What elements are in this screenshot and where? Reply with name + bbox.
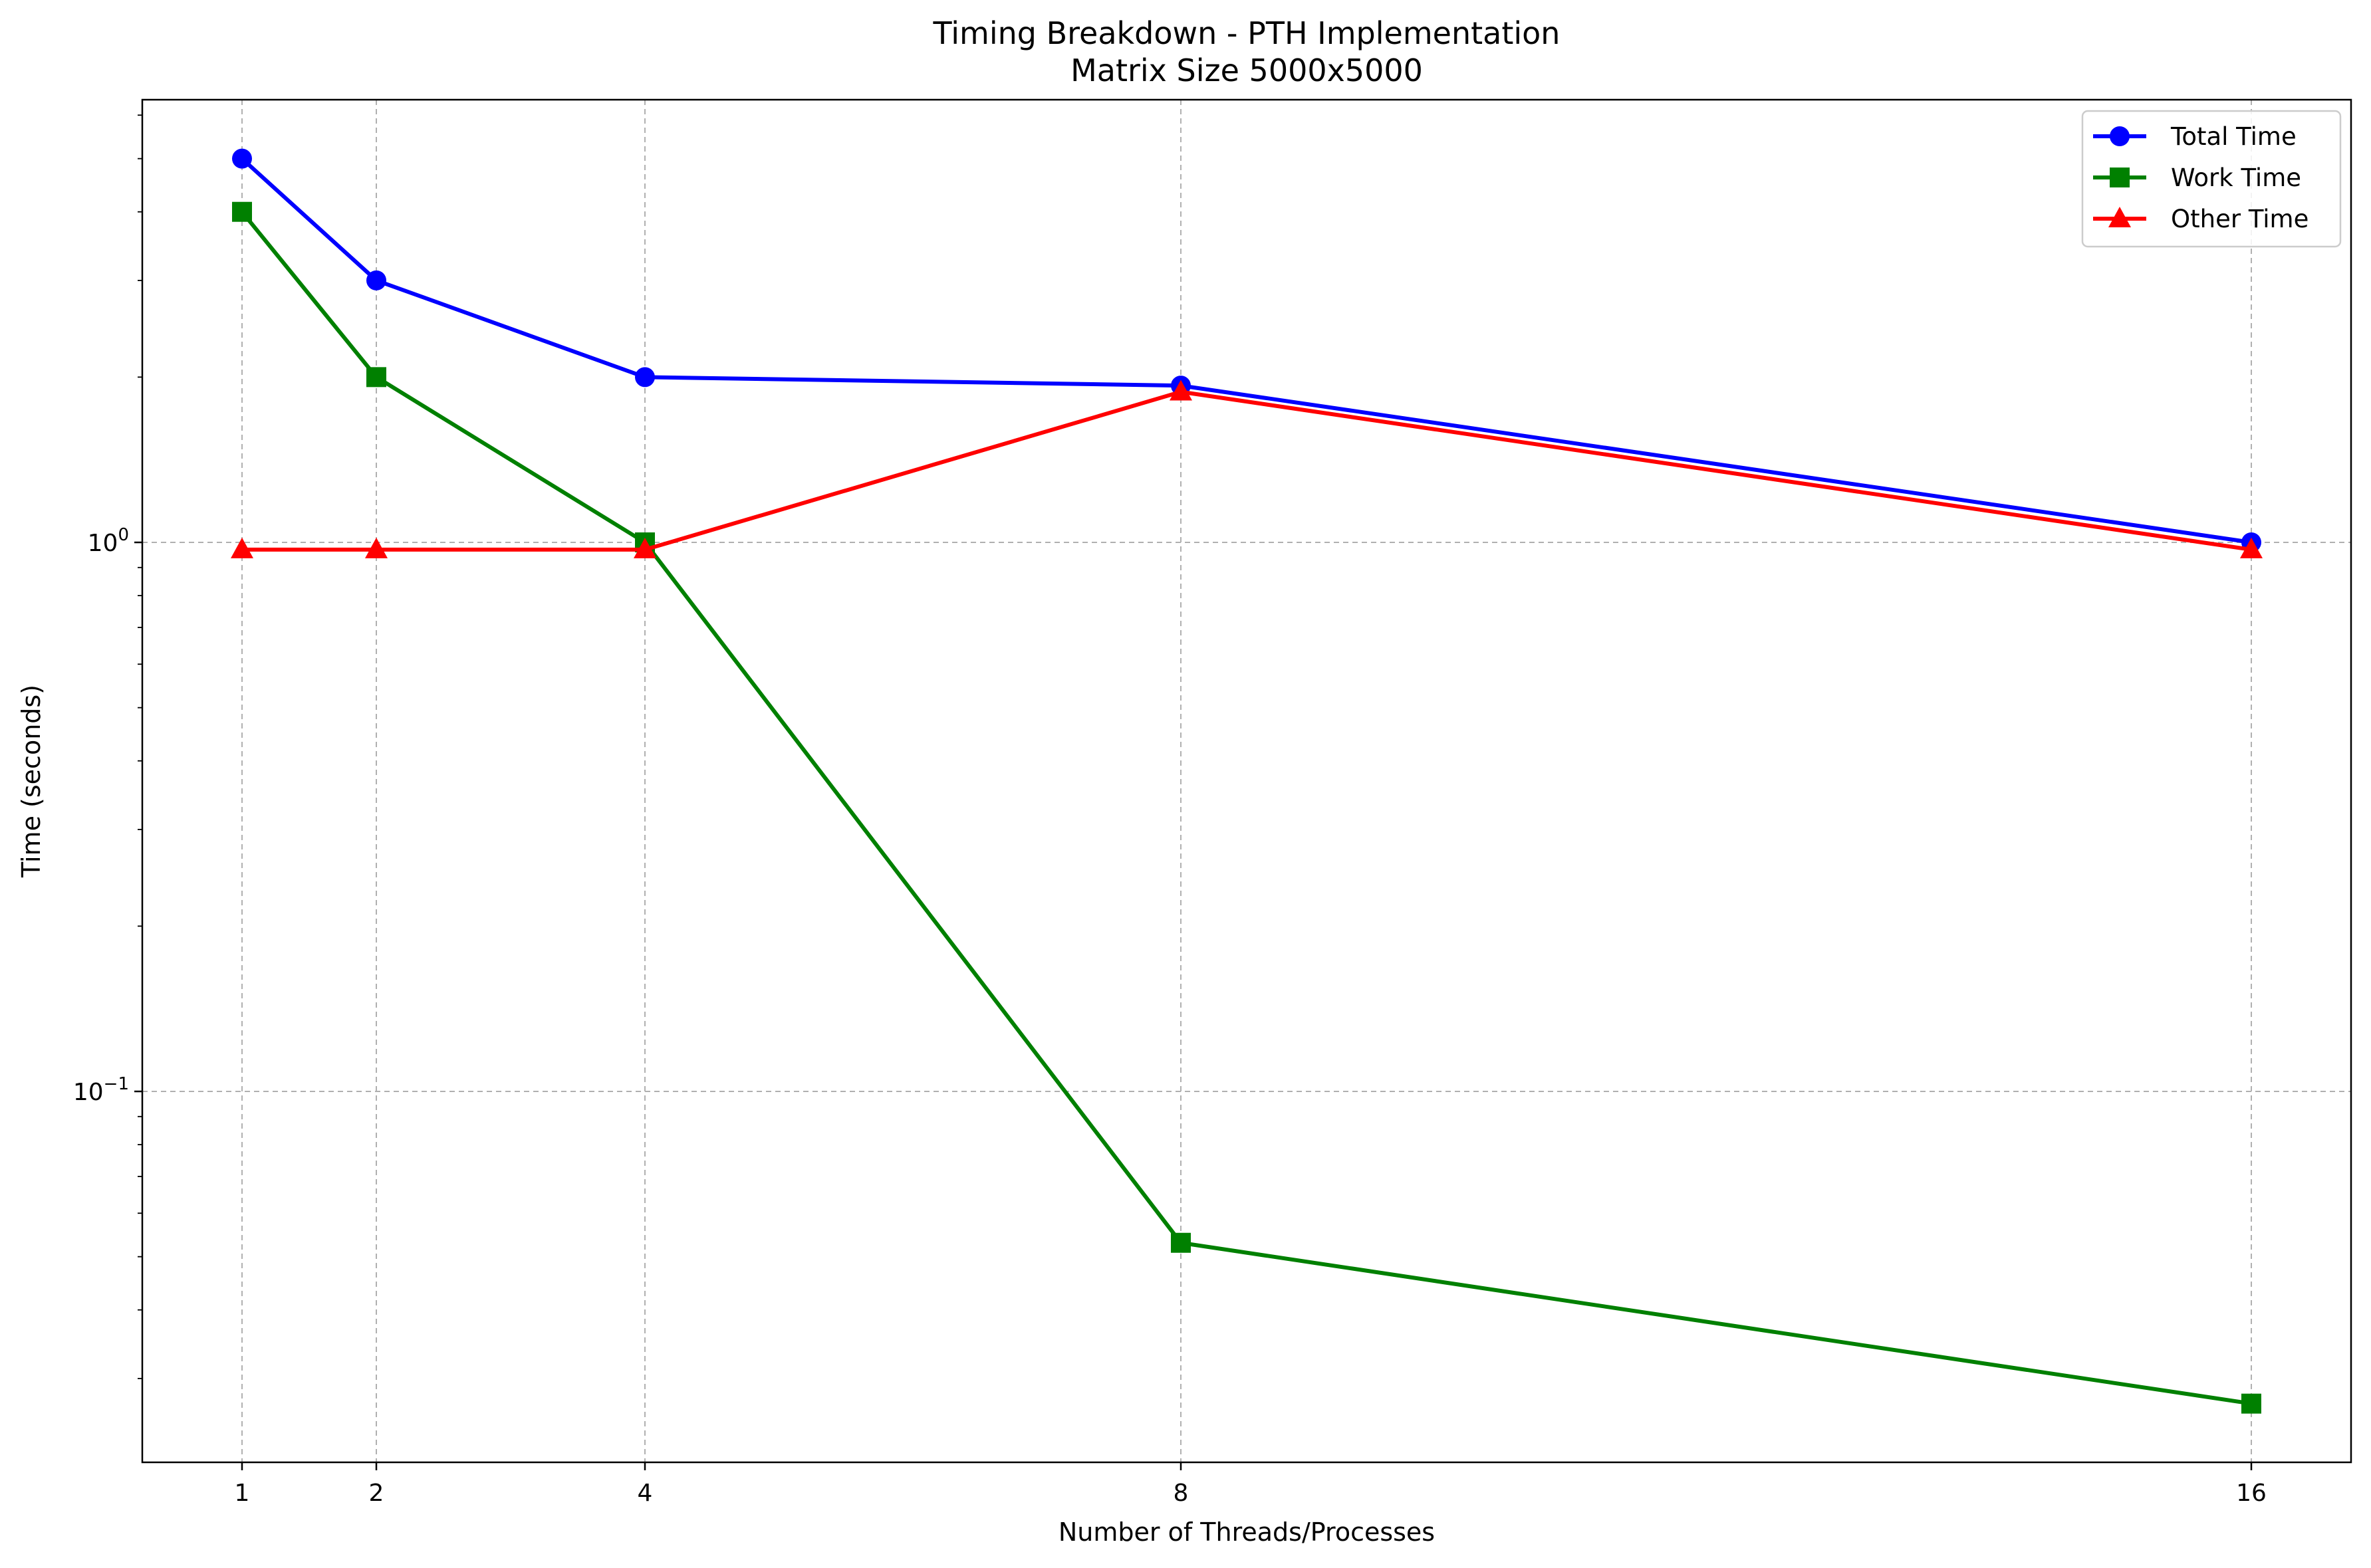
y-tick-label: 100 (88, 525, 129, 557)
legend-marker (2110, 126, 2130, 146)
work-time-point (232, 201, 252, 222)
legend-label: Work Time (2171, 164, 2301, 192)
legend-marker (2108, 207, 2131, 227)
series-lines (231, 148, 2263, 1414)
total-time-point (366, 270, 386, 290)
legend-item-work-time: Work Time (2093, 164, 2301, 192)
chart-subtitle: Matrix Size 5000x5000 (1070, 53, 1423, 88)
axis-ticks: 1 2 4 8 16 100 10−1 (73, 114, 2267, 1507)
legend-item-total-time: Total Time (2093, 122, 2297, 151)
y-tick-label: 10−1 (73, 1074, 129, 1106)
total-time-point (635, 367, 655, 388)
series-other-time (231, 380, 2263, 558)
x-tick-label: 1 (235, 1480, 250, 1507)
legend-item-other-time: Other Time (2093, 205, 2309, 233)
work-time-point (366, 367, 386, 388)
grid-lines (142, 100, 2351, 1462)
x-tick-label: 4 (638, 1480, 653, 1507)
x-tick-label: 2 (369, 1480, 384, 1507)
legend-items: Total Time Work Time Other Time (2093, 122, 2309, 233)
legend-label: Total Time (2170, 122, 2297, 151)
x-tick-label: 16 (2236, 1480, 2267, 1507)
y-axis-label: Time (seconds) (17, 685, 46, 878)
total-time-point (232, 148, 252, 169)
work-time-point (2241, 1393, 2261, 1414)
legend: Total Time Work Time Other Time (2081, 110, 2342, 248)
legend-box (2081, 110, 2342, 248)
legend-marker (2110, 168, 2130, 187)
other-time-point (365, 537, 388, 558)
chart-title: Timing Breakdown - PTH Implementation (933, 15, 1560, 51)
other-time-point (1170, 380, 1192, 401)
plot-frame (141, 98, 2352, 1464)
other-time-point (634, 537, 656, 558)
other-time-point (2240, 537, 2263, 558)
work-time-point (1171, 1232, 1191, 1253)
x-axis-label: Number of Threads/Processes (1059, 1517, 1435, 1547)
other-time-point (231, 537, 253, 558)
legend-label: Other Time (2171, 205, 2309, 233)
x-tick-label: 8 (1174, 1480, 1189, 1507)
